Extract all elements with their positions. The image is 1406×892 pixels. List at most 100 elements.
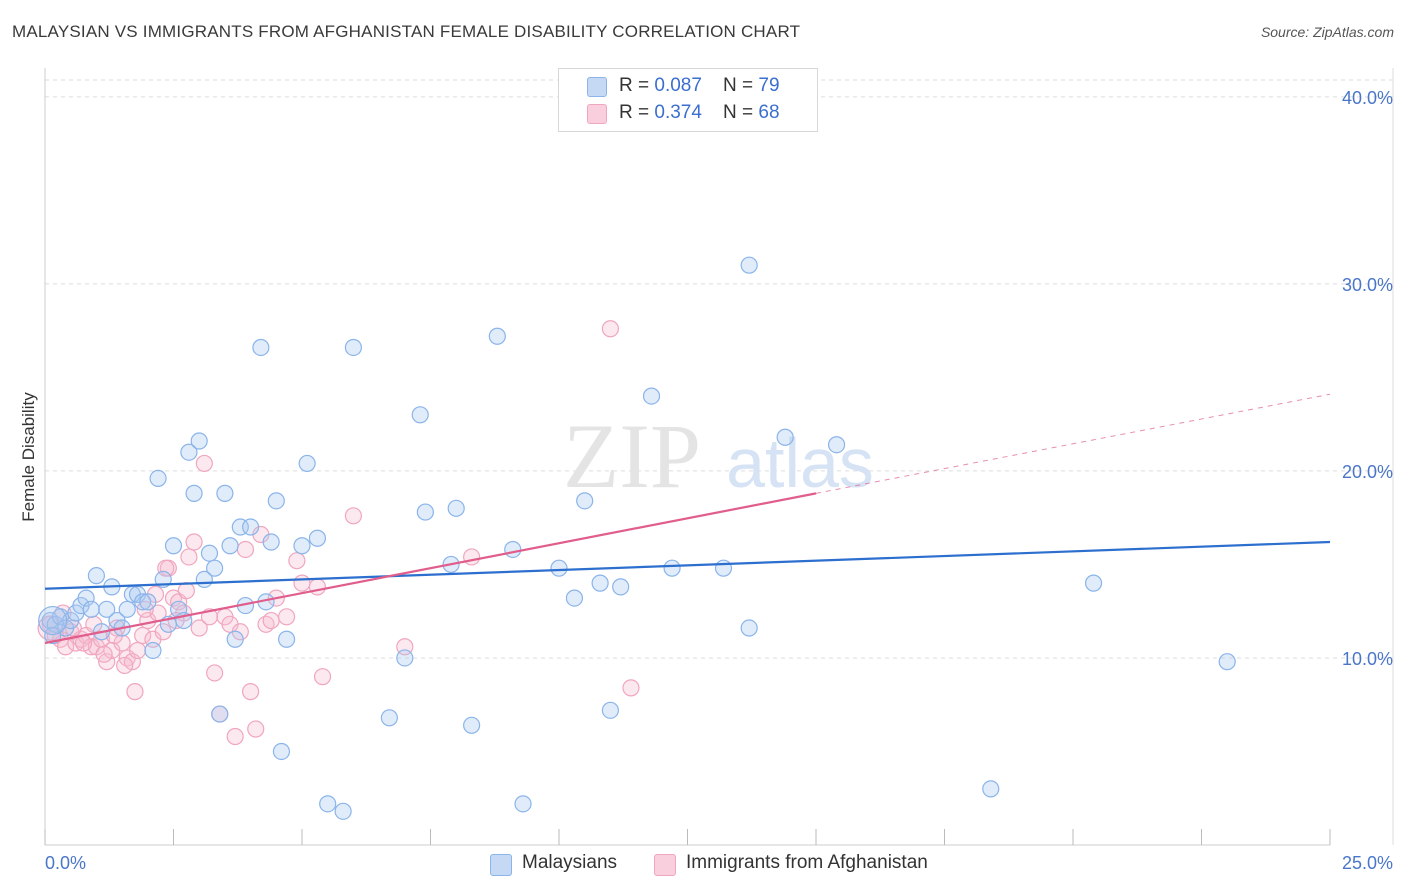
malaysian-point <box>118 600 136 618</box>
legend-r-label: R = <box>619 102 655 123</box>
afghanistan-trend-line <box>44 492 817 645</box>
malaysian-point <box>308 529 327 547</box>
malaysian-point <box>87 567 106 585</box>
malaysian-point <box>550 559 568 577</box>
afghanistan-point <box>180 548 198 566</box>
malaysian-point <box>190 432 208 450</box>
malaysian-point <box>591 574 609 592</box>
malaysian-point <box>272 742 291 761</box>
malaysian-point <box>200 544 219 562</box>
afghanistan-point <box>226 727 244 746</box>
legend-r-value: 0.374 <box>654 102 702 123</box>
watermark: ZIP atlas <box>563 405 874 507</box>
legend-swatch-pink <box>654 854 676 876</box>
afghanistan-point <box>242 683 260 701</box>
series-legend: Malaysians Immigrants from Afghanistan <box>0 852 1406 878</box>
trend-lines <box>44 393 1331 645</box>
y-axis-title: Female Disability <box>19 392 38 522</box>
malaysian-point <box>144 641 162 660</box>
malaysian-point <box>663 559 681 577</box>
afghanistan-point <box>344 507 362 525</box>
y-tick-label: 30.0% <box>1342 275 1393 295</box>
malaysian-point <box>1084 574 1103 592</box>
malaysian-point <box>277 630 296 648</box>
malaysian-point <box>776 428 794 446</box>
afghanistan-point <box>134 626 152 645</box>
afghanistan-point <box>247 720 265 738</box>
afghanistan-point <box>262 611 280 630</box>
malaysian-point <box>185 484 203 502</box>
malaysian-point <box>44 626 62 645</box>
malaysian-point <box>565 589 584 607</box>
malaysian-point <box>226 630 244 648</box>
malaysian-point <box>380 709 398 727</box>
afghanistan-point <box>601 320 620 338</box>
watermark-zip: ZIP <box>563 405 701 507</box>
series-malaysians-points <box>38 256 1236 820</box>
afghanistan-point <box>95 645 113 663</box>
afghanistan-point <box>177 582 195 600</box>
malaysian-point <box>319 795 337 813</box>
afghanistan-point <box>622 679 640 697</box>
malaysian-point <box>242 518 260 536</box>
afghanistan-trend-extension <box>815 393 1331 494</box>
correlation-legend: R = 0.087 N = 79 R = 0.374 N = 68 <box>558 68 818 132</box>
y-tick-label: 40.0% <box>1342 88 1393 108</box>
afghanistan-point <box>313 668 332 686</box>
malaysian-point <box>411 406 429 424</box>
legend-swatch-blue <box>490 854 512 876</box>
legend-label-afghanistan: Immigrants from Afghanistan <box>686 852 928 873</box>
malaysian-point <box>180 443 198 461</box>
afghanistan-point <box>293 574 311 592</box>
legend-n-value: 79 <box>758 75 780 96</box>
legend-r-value: 0.087 <box>654 75 702 96</box>
malaysian-point <box>982 780 1000 798</box>
malaysian-point <box>164 537 183 555</box>
series-afghanistan-points <box>37 320 640 746</box>
malaysian-point <box>576 492 594 510</box>
malaysian-point <box>334 802 352 820</box>
chart-title: MALAYSIAN VS IMMIGRANTS FROM AFGHANISTAN… <box>12 22 801 41</box>
malaysian-point <box>221 537 239 555</box>
y-tick-label: 10.0% <box>1342 649 1393 669</box>
malaysian-point <box>252 338 270 357</box>
malaysian-point <box>262 533 280 551</box>
malaysian-point <box>827 436 846 454</box>
malaysian-point <box>134 593 152 611</box>
legend-r-label: R = <box>619 75 655 96</box>
malaysian-point <box>211 705 229 723</box>
malaysian-point <box>504 540 522 559</box>
malaysian-point <box>98 600 116 618</box>
malaysian-point <box>601 701 620 719</box>
malaysian-point <box>149 469 167 487</box>
malaysian-point <box>206 559 224 577</box>
malaysian-point <box>267 492 285 510</box>
afghanistan-point <box>126 683 144 701</box>
malaysian-point <box>139 593 157 611</box>
x-tick-label-min: 0.0% <box>45 853 86 873</box>
malaysian-point <box>642 387 661 405</box>
legend-n-label: N = <box>723 75 759 96</box>
malaysian-point <box>612 578 630 596</box>
afghanistan-point <box>128 641 147 660</box>
malaysian-point <box>1218 653 1236 671</box>
malaysian-point <box>714 559 733 577</box>
malaysian-trend-line <box>44 540 1331 590</box>
malaysian-point <box>488 327 506 345</box>
afghanistan-point <box>463 548 481 566</box>
afghanistan-point <box>185 533 203 551</box>
source-label: Source: ZipAtlas.com <box>1260 24 1394 40</box>
malaysian-point <box>216 484 234 502</box>
afghanistan-point <box>308 578 327 596</box>
legend-n-label: N = <box>723 102 759 123</box>
malaysian-point <box>77 589 95 607</box>
legend-label-malaysians: Malaysians <box>522 852 618 873</box>
legend-n-value: 68 <box>758 102 780 123</box>
malaysian-point <box>293 537 311 555</box>
afghanistan-point <box>157 559 175 577</box>
malaysian-point <box>344 338 362 357</box>
legend-swatch-pink <box>587 104 607 124</box>
malaysian-point <box>416 503 434 521</box>
malaysian-point <box>463 716 481 734</box>
y-tick-label: 20.0% <box>1342 462 1393 482</box>
